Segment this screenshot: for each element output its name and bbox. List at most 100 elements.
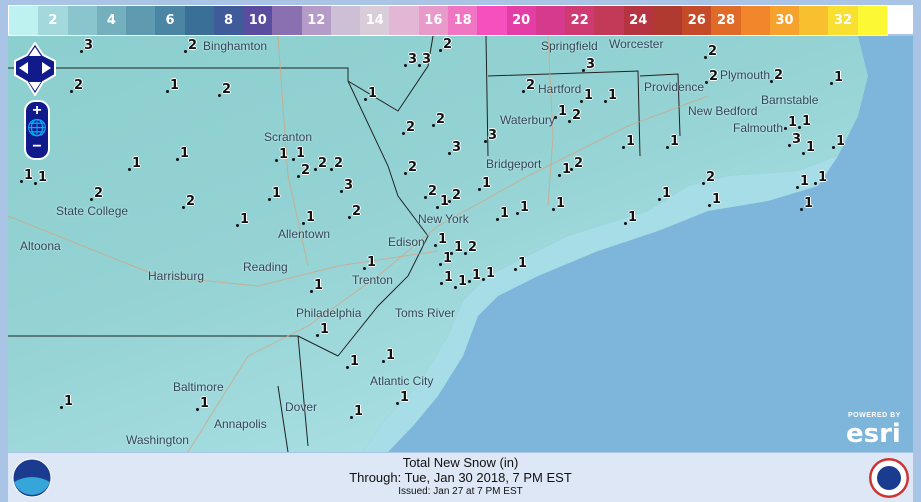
snow-amount-label: 1	[438, 232, 448, 247]
highways	[8, 36, 709, 452]
legend-swatch: 22	[565, 6, 595, 35]
snow-amount-label: 2	[222, 82, 232, 97]
pan-left-icon	[19, 62, 28, 74]
forecast-point-marker	[80, 50, 83, 53]
city-label: State College	[56, 204, 129, 218]
snow-amount-label: 3	[488, 128, 498, 143]
forecast-point-marker	[364, 98, 367, 101]
snow-amount-label: 1	[444, 270, 454, 285]
city-label: Scranton	[264, 130, 313, 144]
snow-amount-label: 1	[556, 196, 566, 211]
forecast-point-marker	[418, 64, 421, 67]
snow-amount-label: 2	[186, 194, 196, 209]
forecast-point-marker	[314, 168, 317, 171]
legend-swatch	[126, 6, 156, 35]
forecast-point-marker	[448, 200, 451, 203]
snow-amount-label: 3	[344, 178, 354, 193]
city-label: New Bedford	[688, 104, 758, 118]
snow-amount-label: 3	[452, 140, 462, 155]
forecast-point-marker	[554, 116, 557, 119]
snow-amount-label: 1	[314, 278, 324, 293]
legend-swatch	[652, 6, 683, 35]
snow-amount-label: 1	[279, 147, 289, 162]
forecast-point-marker	[90, 198, 93, 201]
forecast-point-marker	[440, 282, 443, 285]
city-label: Hartford	[538, 82, 582, 96]
snow-amount-label: 2	[774, 68, 784, 83]
legend-swatch	[330, 6, 361, 35]
forecast-point-marker	[310, 290, 313, 293]
map-title: Total New Snow (in)	[402, 455, 519, 470]
forecast-point-marker	[350, 416, 353, 419]
forecast-point-marker	[658, 198, 661, 201]
snow-amount-label: 1	[500, 206, 510, 221]
city-label: Binghamton	[203, 39, 268, 53]
snow-amount-label: 2	[436, 112, 446, 127]
snow-amount-label: 2	[574, 156, 584, 171]
forecast-point-marker	[558, 174, 561, 177]
snow-amount-label: 1	[806, 140, 816, 155]
zoom-out-button[interactable]: −	[32, 138, 42, 155]
snow-amount-label: 1	[670, 134, 680, 149]
legend-swatch: 20	[506, 6, 536, 35]
forecast-point-marker	[348, 216, 351, 219]
snowfall-color-legend: 2 4 6 8 10 12 14 16 18 20 22 24 26 28 30 32	[8, 5, 888, 36]
forecast-point-marker	[70, 90, 73, 93]
legend-swatch: 6	[155, 6, 185, 35]
snow-amount-label: 2	[301, 163, 311, 178]
forecast-point-marker	[439, 263, 442, 266]
forecast-point-marker	[424, 196, 427, 199]
city-label: Bridgeport	[486, 157, 542, 171]
legend-end-cap	[887, 5, 913, 34]
forecast-point-marker	[432, 124, 435, 127]
valid-through: Through: Tue, Jan 30 2018, 7 PM EST	[349, 470, 572, 485]
map-base-layer	[8, 36, 913, 452]
snow-amount-label: 1	[584, 88, 594, 103]
forecast-point-marker	[382, 360, 385, 363]
snow-amount-label: 1	[712, 192, 722, 207]
snow-amount-label: 1	[834, 70, 844, 85]
forecast-point-marker	[702, 182, 705, 185]
legend-swatch: 32	[828, 6, 858, 35]
legend-swatch	[535, 6, 566, 35]
forecast-point-marker	[34, 182, 37, 185]
globe-icon[interactable]: 🌐	[27, 120, 47, 137]
snow-amount-label: 1	[440, 194, 450, 209]
forecast-point-marker	[363, 267, 366, 270]
snow-amount-label: 2	[428, 184, 438, 199]
snowfall-map[interactable]: Binghamton Springfield Worcester Plymouth Ha…	[8, 36, 913, 452]
pan-up-icon	[29, 47, 41, 56]
city-label: Toms River	[395, 306, 456, 320]
snow-amount-label: 1	[306, 210, 316, 225]
forecast-point-marker	[236, 224, 239, 227]
esri-attribution[interactable]: POWERED BY esri	[846, 411, 901, 448]
map-footer: Total New Snow (in) Through: Tue, Jan 30…	[8, 453, 913, 502]
zoom-in-button[interactable]: +	[32, 102, 42, 119]
snow-amount-label: 1	[818, 170, 828, 185]
snow-amount-label: 1	[458, 274, 468, 289]
snow-amount-label: 1	[518, 256, 528, 271]
snow-amount-label: 1	[626, 134, 636, 149]
snow-amount-label: 1	[836, 134, 846, 149]
snow-amount-label: 3	[586, 57, 596, 72]
snow-amount-label: 1	[368, 86, 378, 101]
snow-amount-label: 2	[352, 204, 362, 219]
forecast-point-marker	[218, 94, 221, 97]
snow-amount-label: 1	[804, 196, 814, 211]
forecast-point-marker	[522, 90, 525, 93]
forecast-point-marker	[268, 198, 271, 201]
forecast-point-marker	[708, 204, 711, 207]
forecast-point-marker	[622, 146, 625, 149]
forecast-point-marker	[404, 172, 407, 175]
city-label: Worcester	[609, 37, 664, 51]
forecast-point-marker	[570, 168, 573, 171]
legend-swatch: 8	[213, 6, 244, 35]
powered-by-text: POWERED BY	[848, 412, 901, 419]
pan-control[interactable]	[14, 42, 56, 96]
forecast-point-marker	[196, 408, 199, 411]
snow-amount-label: 1	[662, 186, 672, 201]
legend-swatch	[67, 6, 97, 35]
zoom-control[interactable]: + 🌐 −	[24, 100, 50, 160]
legend-swatch	[799, 6, 829, 35]
shelf-water	[363, 36, 868, 452]
